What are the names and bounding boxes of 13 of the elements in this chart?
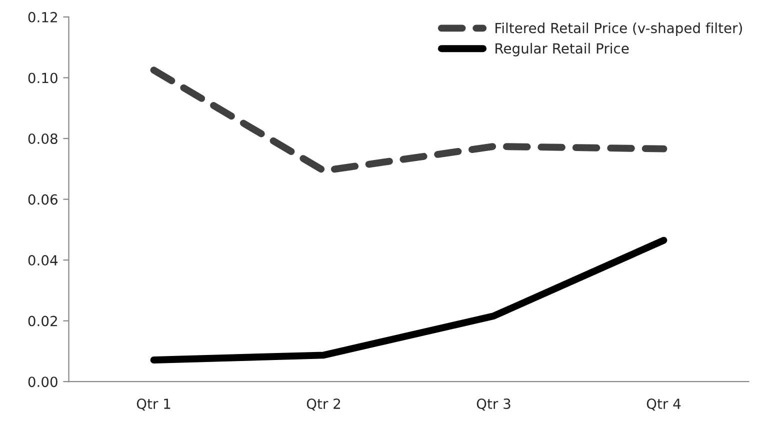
y-tick-label: 0.08 [28,133,58,144]
legend-label: Filtered Retail Price (v-shaped filter) [496,22,742,36]
y-tick-label: 0.12 [28,12,57,22]
y-tick-label: 0.04 [28,255,58,266]
x-tick-label: Qtr 1 [136,398,170,411]
y-tick-label: 0.02 [28,316,57,326]
y-tick-label: 0.00 [28,376,58,388]
x-tick-label: Qtr 3 [476,398,510,411]
legend-label: Regular Retail Price [496,42,629,56]
x-tick-label: Qtr 4 [646,398,681,411]
y-tick-label: 0.06 [28,194,58,205]
x-tick-label: Qtr 2 [306,398,340,411]
y-tick-label: 0.10 [28,72,58,84]
